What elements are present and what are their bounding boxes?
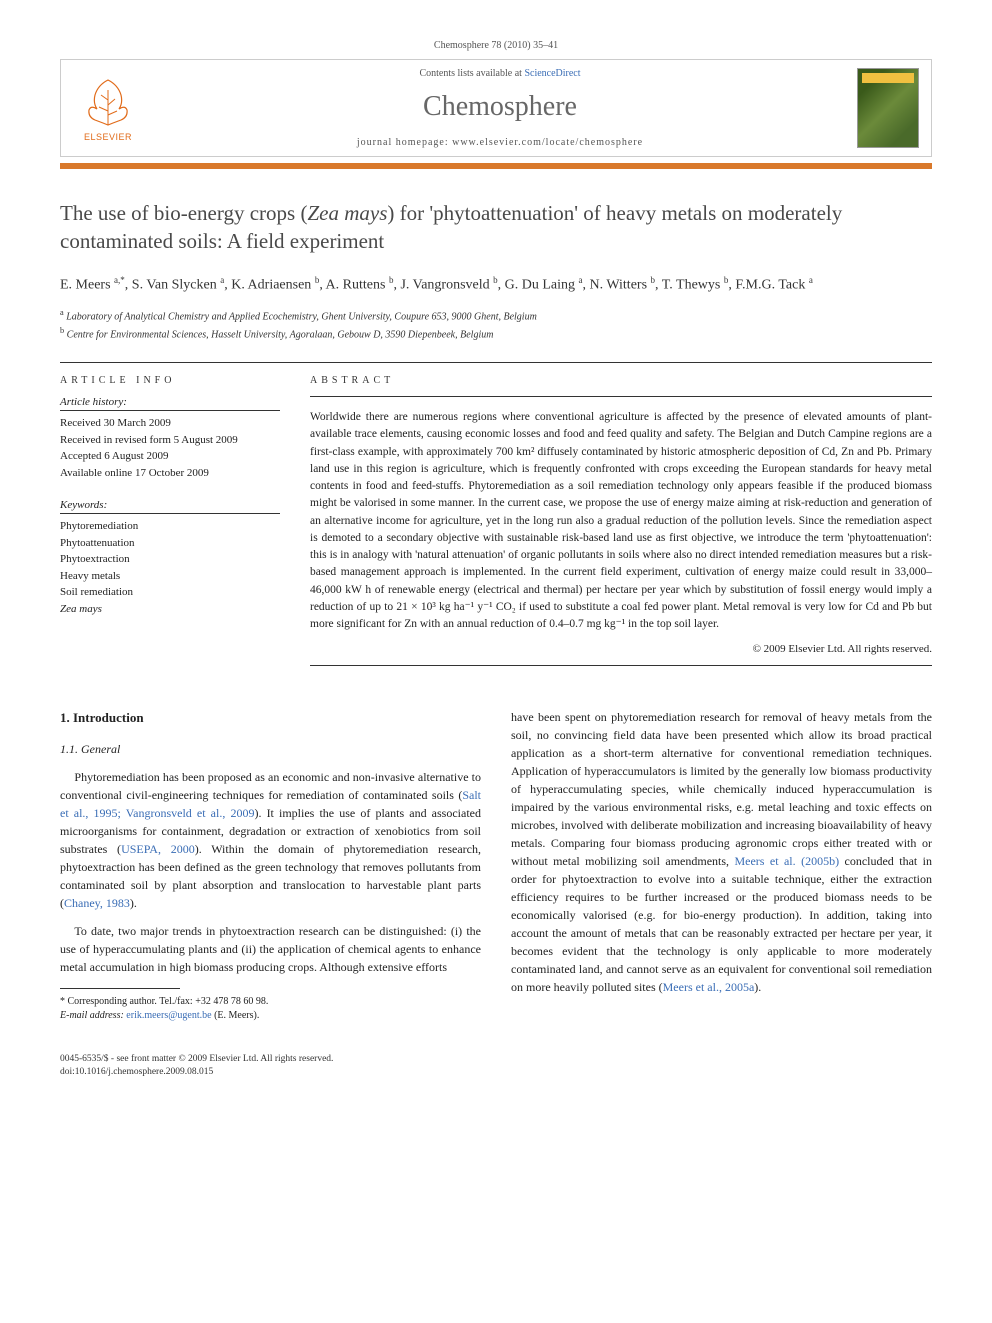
citation-chaney[interactable]: Chaney, 1983 xyxy=(64,896,130,910)
email-suffix: (E. Meers). xyxy=(214,1010,259,1021)
page-footer: 0045-6535/$ - see front matter © 2009 El… xyxy=(60,1053,932,1080)
keywords-heading: Keywords: xyxy=(60,499,280,514)
abstract-column: ABSTRACT Worldwide there are numerous re… xyxy=(310,375,932,678)
elsevier-logo: ELSEVIER xyxy=(73,68,143,148)
body-text-columns: 1. Introduction 1.1. General Phytoremedi… xyxy=(60,708,932,1023)
keyword-line: Soil remediation xyxy=(60,584,280,601)
journal-cover-thumbnail xyxy=(857,68,919,148)
keyword-line: Phytoextraction xyxy=(60,551,280,568)
section-1-title: Introduction xyxy=(73,710,144,725)
abstract-label: ABSTRACT xyxy=(310,375,932,386)
keyword-line: Phytoremediation xyxy=(60,518,280,535)
abstract-copyright: © 2009 Elsevier Ltd. All rights reserved… xyxy=(310,643,932,655)
affiliation-line: b Centre for Environmental Sciences, Has… xyxy=(60,325,932,342)
body-paragraph-3: have been spent on phytoremediation rese… xyxy=(511,708,932,996)
abstract-bottom-divider xyxy=(310,665,932,666)
section-divider xyxy=(60,362,932,363)
elsevier-tree-icon xyxy=(83,75,133,130)
footer-doi: doi:10.1016/j.chemosphere.2009.08.015 xyxy=(60,1066,932,1079)
citation-usepa[interactable]: USEPA, 2000 xyxy=(121,842,195,856)
history-line: Received 30 March 2009 xyxy=(60,415,280,432)
history-line: Accepted 6 August 2009 xyxy=(60,448,280,465)
affiliations: a Laboratory of Analytical Chemistry and… xyxy=(60,307,932,342)
contents-prefix: Contents lists available at xyxy=(419,68,524,79)
footer-front-matter: 0045-6535/$ - see front matter © 2009 El… xyxy=(60,1053,932,1066)
history-line: Available online 17 October 2009 xyxy=(60,465,280,482)
homepage-line: journal homepage: www.elsevier.com/locat… xyxy=(143,137,857,148)
affiliation-line: a Laboratory of Analytical Chemistry and… xyxy=(60,307,932,324)
abstract-text: Worldwide there are numerous regions whe… xyxy=(310,409,932,633)
title-part1: The use of bio-energy crops ( xyxy=(60,201,307,225)
body-paragraph-2: To date, two major trends in phytoextrac… xyxy=(60,922,481,976)
citation-meers-2005a[interactable]: Meers et al., 2005a xyxy=(663,980,755,994)
homepage-prefix: journal homepage: xyxy=(357,137,452,148)
section-1-number: 1. xyxy=(60,710,70,725)
footnote-divider xyxy=(60,988,180,989)
subsection-heading-1-1: 1.1. General xyxy=(60,740,481,758)
article-title: The use of bio-energy crops (Zea mays) f… xyxy=(60,199,932,256)
keyword-line: Zea mays xyxy=(60,601,280,618)
journal-name: Chemosphere xyxy=(143,91,857,123)
abstract-top-divider xyxy=(310,396,932,397)
history-line: Received in revised form 5 August 2009 xyxy=(60,432,280,449)
corresponding-author-line: * Corresponding author. Tel./fax: +32 47… xyxy=(60,995,481,1009)
subsection-1-1-title: General xyxy=(81,742,120,756)
article-info-column: ARTICLE INFO Article history: Received 3… xyxy=(60,375,280,678)
subsection-1-1-number: 1.1. xyxy=(60,742,78,756)
journal-header-box: ELSEVIER Contents lists available at Sci… xyxy=(60,59,932,157)
keyword-line: Phytoattenuation xyxy=(60,535,280,552)
corresponding-email[interactable]: erik.meers@ugent.be xyxy=(126,1010,211,1021)
article-info-label: ARTICLE INFO xyxy=(60,375,280,386)
title-italic: Zea mays xyxy=(307,201,387,225)
orange-divider-bar xyxy=(60,163,932,169)
keyword-line: Heavy metals xyxy=(60,568,280,585)
section-heading-1: 1. Introduction xyxy=(60,708,481,728)
citation-meers-2005b[interactable]: Meers et al. (2005b) xyxy=(734,854,839,868)
email-label: E-mail address: xyxy=(60,1010,124,1021)
article-history-heading: Article history: xyxy=(60,396,280,411)
contents-list-line: Contents lists available at ScienceDirec… xyxy=(143,68,857,79)
citation-line: Chemosphere 78 (2010) 35–41 xyxy=(60,40,932,51)
author-list: E. Meers a,*, S. Van Slycken a, K. Adria… xyxy=(60,274,932,296)
homepage-url: www.elsevier.com/locate/chemosphere xyxy=(452,137,643,148)
body-paragraph-1: Phytoremediation has been proposed as an… xyxy=(60,768,481,912)
corresponding-author-footnote: * Corresponding author. Tel./fax: +32 47… xyxy=(60,995,481,1023)
elsevier-name: ELSEVIER xyxy=(84,132,132,142)
sciencedirect-link[interactable]: ScienceDirect xyxy=(524,68,580,79)
